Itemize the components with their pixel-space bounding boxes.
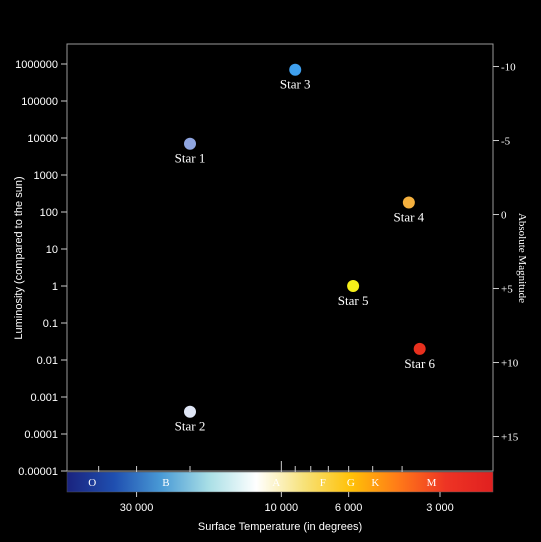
- y-tick-label: 1000000: [15, 59, 58, 71]
- x-axis-title: Surface Temperature (in degrees): [198, 521, 362, 533]
- spectral-ticks: [98, 461, 403, 472]
- x-axis: 30 000 10 000 6 000 3 000: [120, 492, 454, 514]
- y2-tick-label: +15: [501, 432, 519, 444]
- star-point: [413, 342, 426, 355]
- star-label: Star 6: [404, 356, 435, 371]
- star-label: Star 2: [175, 419, 206, 434]
- star-points: Star 1 Star 2 Star 3 Star 4 Star 5 Star 6: [175, 63, 436, 434]
- star-point: [184, 405, 196, 418]
- y-tick-label: 0.00001: [18, 466, 58, 478]
- star-point: [184, 137, 196, 150]
- y-tick-label: 1000: [34, 170, 58, 182]
- y2-tick-label: +10: [501, 358, 519, 370]
- spectral-class-label: F: [320, 477, 326, 489]
- x-tick-label: 10 000: [265, 502, 299, 514]
- y-axis: 1000000 100000 10000 1000 100 10 1 0.1 0.01 0.001…: [15, 59, 67, 478]
- spectral-color-bar: [66, 471, 494, 493]
- y-tick-label: 0.001: [30, 392, 58, 404]
- y-tick-label: 100: [40, 207, 58, 219]
- star-label: Star 4: [393, 210, 424, 225]
- x-tick-label: 30 000: [120, 502, 154, 514]
- secondary-y-axis: -10 -5 0 +5 +10 +15: [493, 62, 519, 444]
- x-tick-label: 3 000: [426, 502, 454, 514]
- star-label: Star 1: [175, 151, 206, 166]
- y2-tick-label: -10: [501, 62, 516, 74]
- y-tick-label: 0.0001: [24, 429, 58, 441]
- spectral-class-label: O: [88, 477, 96, 489]
- x-tick-label: 6 000: [335, 502, 363, 514]
- y-tick-label: 100000: [21, 96, 58, 108]
- spectral-class-label: G: [347, 477, 355, 489]
- y-axis-title: Luminosity (compared to the sun): [13, 176, 25, 339]
- y-tick-label: 10000: [27, 133, 58, 145]
- spectral-class-label: M: [427, 477, 437, 489]
- y2-tick-label: +5: [501, 284, 513, 296]
- y-tick-label: 0.1: [43, 318, 58, 330]
- y-tick-label: 0.01: [37, 355, 58, 367]
- y2-tick-label: 0: [501, 210, 507, 222]
- star-point: [402, 196, 415, 209]
- spectral-class-label: K: [371, 477, 379, 489]
- star-point: [347, 280, 360, 292]
- y2-tick-label: -5: [501, 136, 511, 148]
- star-point: [289, 63, 302, 76]
- y2-axis-title: Absolute Magnitude: [516, 213, 528, 303]
- spectral-class-label: B: [162, 477, 169, 489]
- star-label: Star 5: [338, 293, 369, 308]
- star-label: Star 3: [280, 77, 311, 92]
- plot-frame: [66, 43, 494, 472]
- y-tick-label: 10: [46, 244, 58, 256]
- spectral-class-label: A: [272, 477, 280, 489]
- y-tick-label: 1: [52, 281, 58, 293]
